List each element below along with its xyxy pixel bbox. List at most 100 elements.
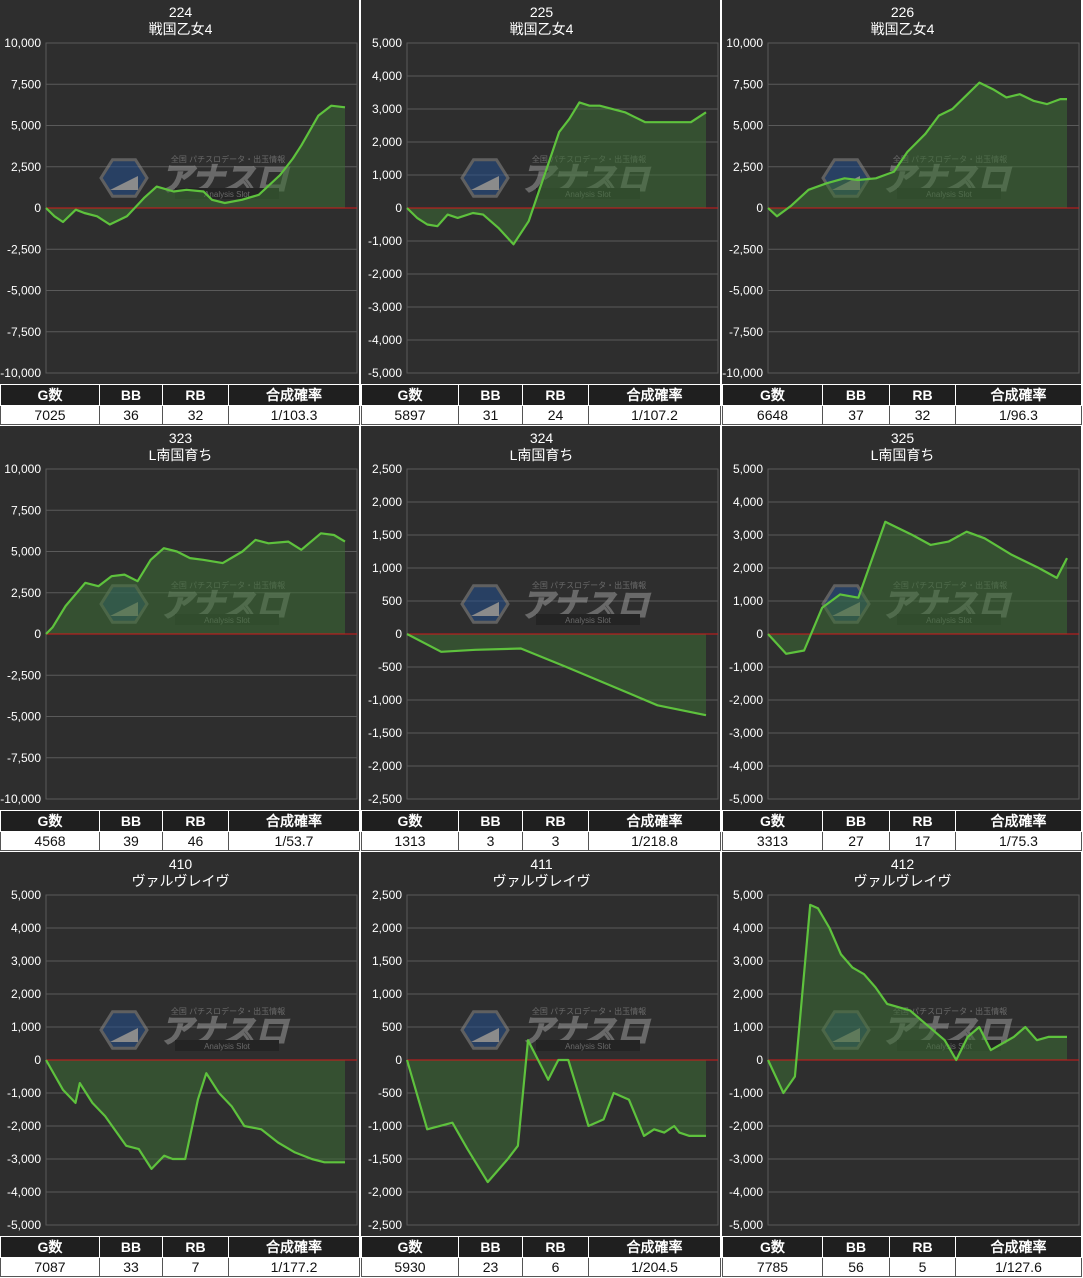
chart-area: 225 戦国乙女4 5,000 4,000 3,000 2,000 1,000 0 -1,000… [361,0,720,384]
chart-panel: 411 ヴァルヴレイヴ 2,500 2,000 1,500 1,000 500 0 -500 -1… [361,852,721,1277]
series-line [405,1039,706,1184]
chart-machine-name: L南国育ち [149,447,213,463]
rb-count: 3 [522,831,589,851]
series-area-fill [407,634,706,716]
stats-header-cell: G数 [0,384,100,406]
bb-count: 36 [99,405,163,425]
y-tick-label: -5,000 [7,1218,41,1232]
stats-header-cell: G数 [361,810,459,832]
stats-table: G数 BB RB 合成確率 7087 33 7 1/177.2 [0,1236,360,1277]
y-tick-label: 5,000 [733,119,763,133]
y-tick-label: 3,000 [733,954,763,968]
y-tick-label: -10,000 [0,792,41,806]
games-count: 5930 [361,1257,459,1277]
y-tick-label: 0 [395,627,402,641]
y-tick-label: -1,000 [368,1119,402,1133]
combined-probability: 1/177.2 [228,1257,360,1277]
watermark-triangle-icon [110,1028,138,1042]
y-tick-label: -7,500 [7,325,41,339]
chart-panel: 410 ヴァルヴレイヴ 5,000 4,000 3,000 2,000 1,000 0 -1,0… [0,852,360,1277]
stats-header-cell: G数 [722,384,823,406]
combined-probability: 1/107.2 [588,405,721,425]
games-count: 4568 [0,831,100,851]
series-area-fill [768,521,1067,654]
y-tick-label: 500 [382,1020,402,1034]
stats-header-cell: BB [99,384,163,406]
chart-area: 410 ヴァルヴレイヴ 5,000 4,000 3,000 2,000 1,000 0 -1,0… [0,852,359,1236]
y-tick-label: -1,000 [729,1086,763,1100]
chart-panel: 324 L南国育ち 2,500 2,000 1,500 1,000 500 0 -500 -1,0… [361,426,721,851]
y-tick-label: 0 [34,1053,41,1067]
chart-area: 324 L南国育ち 2,500 2,000 1,500 1,000 500 0 -500 -1,0… [361,426,720,810]
stats-header-row: G数 BB RB 合成確率 [722,1236,1082,1258]
y-tick-label: 1,500 [372,954,402,968]
chart-number: 410 [169,856,193,872]
series-area-fill [768,82,1067,217]
y-tick-label: -5,000 [7,284,41,298]
stats-header-cell: BB [99,1236,163,1258]
series-line [767,520,1068,655]
chart-panel: 323 L南国育ち 10,000 7,500 5,000 2,500 0 -2,500 -5,0… [0,426,360,851]
y-tick-label: -5,000 [729,1218,763,1232]
watermark-tagline: 全国 パチスロデータ・出玉情報 [532,1006,646,1016]
y-tick-label: 1,000 [372,987,402,1001]
bb-count: 3 [458,831,523,851]
series-area-fill [768,904,1067,1093]
y-tick-label: 0 [34,627,41,641]
y-tick-label: -2,000 [368,267,402,281]
y-tick-label: -5,000 [729,792,763,806]
stats-table: G数 BB RB 合成確率 5897 31 24 1/107.2 [361,384,721,425]
watermark-sub: Analysis Slot [204,190,251,199]
stats-header-cell: BB [822,810,890,832]
chart-machine-name: 戦国乙女4 [871,21,935,37]
y-tick-label: 0 [756,201,763,215]
rb-count: 7 [162,1257,229,1277]
y-tick-label: 5,000 [372,36,402,50]
chart-panel: 226 戦国乙女4 10,000 7,500 5,000 2,500 0 -2,500 -5,0… [722,0,1082,425]
rb-count: 24 [522,405,589,425]
stats-header-cell: RB [162,810,229,832]
y-tick-label: 2,000 [733,987,763,1001]
y-tick-label: -2,500 [7,668,41,682]
y-tick-label: 2,500 [11,160,41,174]
stats-header-row: G数 BB RB 合成確率 [0,1236,360,1258]
y-tick-label: 5,000 [11,545,41,559]
stats-table: G数 BB RB 合成確率 4568 39 46 1/53.7 [0,810,360,851]
rb-count: 32 [889,405,956,425]
y-tick-label: -2,500 [729,242,763,256]
y-tick-label: -10,000 [722,366,763,380]
y-tick-label: 1,000 [11,1020,41,1034]
bb-count: 31 [458,405,523,425]
y-tick-label: 5,000 [733,462,763,476]
games-count: 6648 [722,405,823,425]
watermark-sub: Analysis Slot [204,1042,251,1051]
games-count: 3313 [722,831,823,851]
y-tick-label: 7,500 [11,77,41,91]
stats-header-cell: BB [458,1236,523,1258]
y-tick-label: -5,000 [368,366,402,380]
chart-panel: 412 ヴァルヴレイヴ 5,000 4,000 3,000 2,000 1,000 0 -1,0… [722,852,1082,1277]
bb-count: 37 [822,405,890,425]
y-tick-label: -1,000 [368,234,402,248]
y-tick-label: -2,000 [729,693,763,707]
bb-count: 39 [99,831,163,851]
stats-header-cell: BB [99,810,163,832]
y-tick-label: -5,000 [729,284,763,298]
y-tick-label: -2,000 [368,1185,402,1199]
y-tick-label: 3,000 [372,102,402,116]
stats-header-cell: 合成確率 [588,810,721,832]
watermark-sub-bar [175,188,279,199]
chart-machine-name: 戦国乙女4 [510,21,574,37]
stats-table: G数 BB RB 合成確率 5930 23 6 1/204.5 [361,1236,721,1277]
stats-header-row: G数 BB RB 合成確率 [361,384,721,406]
y-tick-label: -1,000 [368,693,402,707]
stats-header-cell: G数 [722,1236,823,1258]
y-tick-label: 10,000 [4,462,41,476]
y-tick-label: 1,000 [372,168,402,182]
watermark-hexagon-icon [460,1010,510,1050]
combined-probability: 1/53.7 [228,831,360,851]
